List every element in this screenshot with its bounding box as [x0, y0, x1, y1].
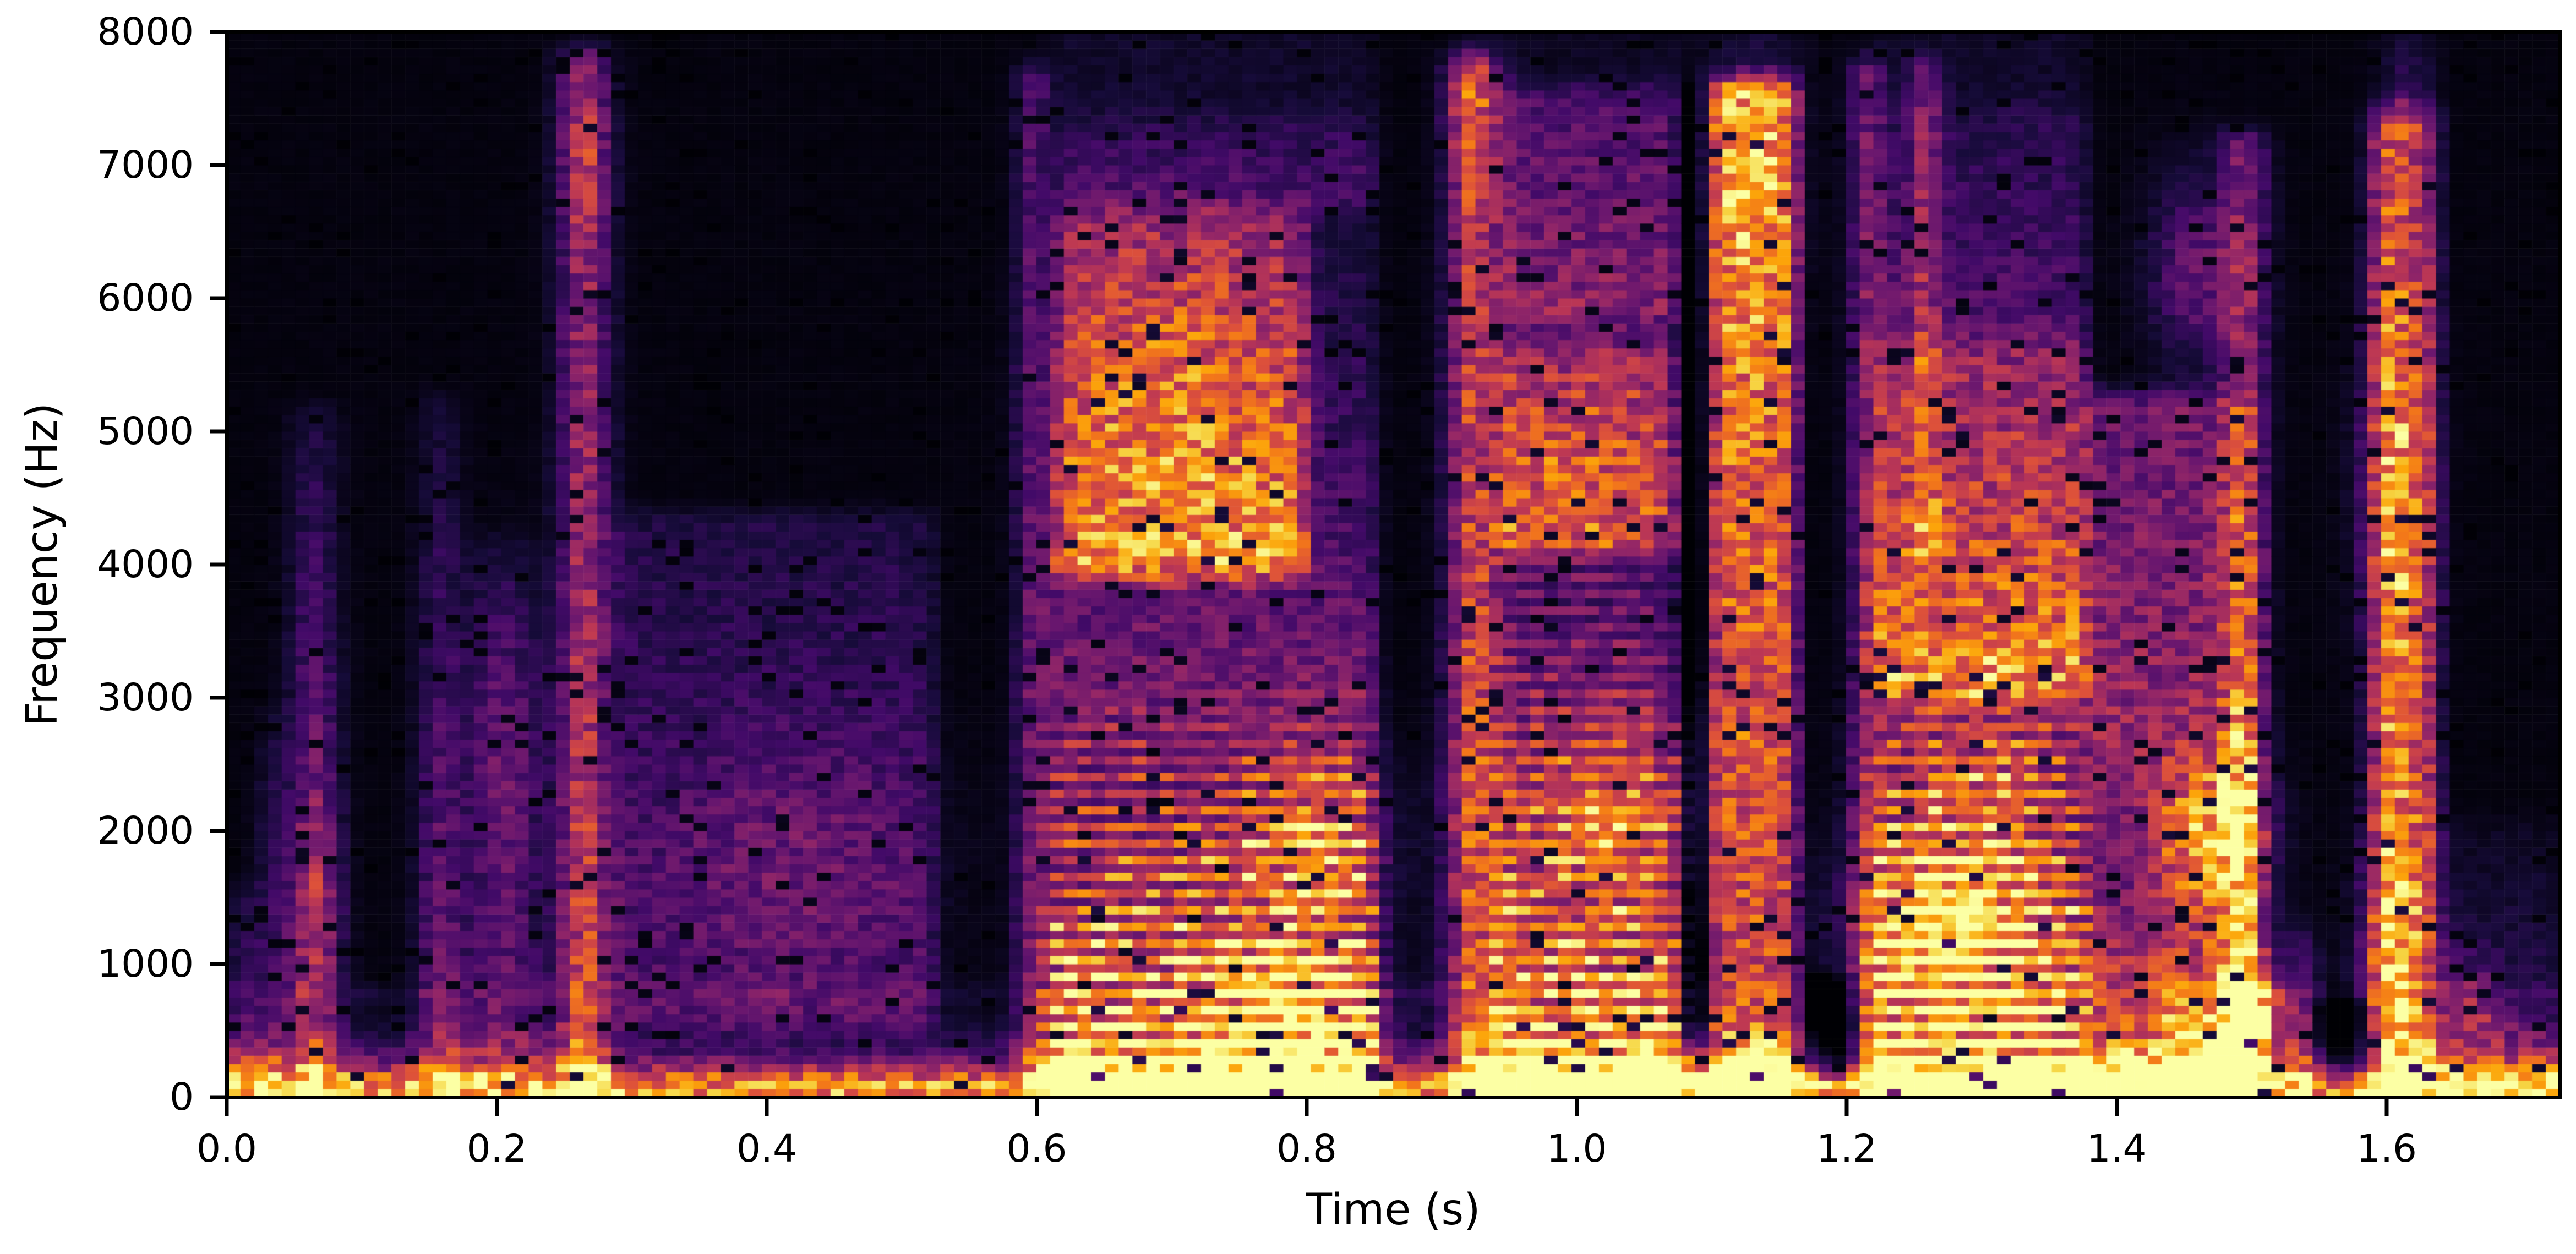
- spectrogram-canvas: [227, 32, 2559, 1097]
- y-tick-label: 0: [170, 1075, 194, 1119]
- x-tick-label: 1.0: [1546, 1127, 1607, 1171]
- y-tick-label: 5000: [97, 409, 194, 453]
- axes-spine-left: [225, 30, 229, 1099]
- y-tick-mark: [210, 696, 227, 700]
- y-tick-mark: [210, 429, 227, 434]
- y-axis-label: Frequency (Hz): [18, 402, 67, 727]
- y-tick-mark: [210, 296, 227, 300]
- y-tick-label: 2000: [97, 808, 194, 853]
- x-tick-label: 0.0: [197, 1127, 257, 1171]
- y-tick-label: 1000: [97, 941, 194, 986]
- x-tick-mark: [2384, 1099, 2389, 1116]
- y-tick-mark: [210, 562, 227, 567]
- y-tick-mark: [210, 962, 227, 966]
- x-tick-label: 0.2: [466, 1127, 527, 1171]
- y-tick-mark: [210, 30, 227, 34]
- y-tick-mark: [210, 163, 227, 167]
- y-tick-label: 8000: [97, 9, 194, 54]
- y-tick-label: 4000: [97, 542, 194, 587]
- axes-spine-bottom: [225, 1096, 2562, 1099]
- x-tick-label: 1.4: [2086, 1127, 2147, 1171]
- y-tick-label: 3000: [97, 675, 194, 720]
- x-tick-mark: [1575, 1099, 1579, 1116]
- y-tick-label: 7000: [97, 143, 194, 187]
- x-tick-mark: [225, 1099, 229, 1116]
- axes-spine-right: [2558, 30, 2562, 1099]
- x-tick-mark: [495, 1099, 499, 1116]
- plot-area: [227, 32, 2559, 1097]
- x-tick-mark: [1035, 1099, 1039, 1116]
- x-tick-mark: [2115, 1099, 2119, 1116]
- axes-spine-top: [225, 30, 2562, 34]
- x-axis-label: Time (s): [1306, 1185, 1481, 1235]
- x-tick-label: 1.6: [2356, 1127, 2417, 1171]
- x-tick-label: 0.8: [1276, 1127, 1337, 1171]
- x-tick-label: 1.2: [1816, 1127, 1877, 1171]
- y-tick-mark: [210, 1095, 227, 1099]
- x-tick-label: 0.4: [736, 1127, 797, 1171]
- y-tick-label: 6000: [97, 276, 194, 320]
- x-tick-mark: [1305, 1099, 1309, 1116]
- y-tick-mark: [210, 829, 227, 833]
- x-tick-label: 0.6: [1006, 1127, 1067, 1171]
- x-tick-mark: [765, 1099, 769, 1116]
- x-tick-mark: [1844, 1099, 1849, 1116]
